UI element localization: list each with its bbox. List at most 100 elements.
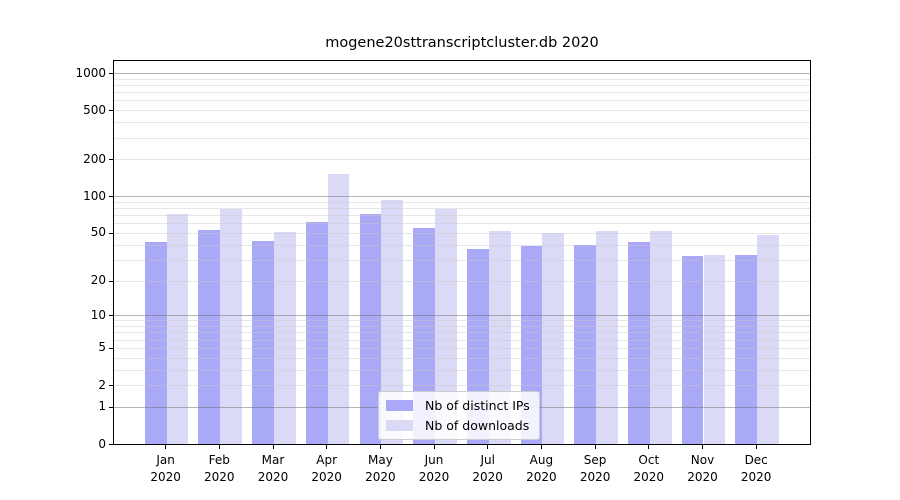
y-tick-label-5: 5 [98,340,106,355]
x-tick-label-aug: Aug 2020 [509,452,573,485]
x-tick-label-line: Feb [208,453,230,467]
gridline-minor-30 [114,259,810,261]
gridline-minor-400 [114,122,810,124]
x-tick-jun [433,445,435,449]
gridline-minor-50 [114,232,810,234]
y-tick-1 [109,406,113,408]
x-tick-label-line: Aug [529,453,554,467]
y-tick-label-0: 0 [98,436,106,451]
x-tick-mar [272,445,274,449]
bar-nb-of-distinct-ips-sep [574,244,597,444]
bar-nb-of-downloads-jul [488,230,511,444]
bar-nb-of-distinct-ips-feb [198,229,221,444]
y-tick-50 [109,232,113,234]
x-tick-dec [755,445,757,449]
x-tick-label-line: Mar [261,453,285,467]
bar-nb-of-downloads-jan [166,213,189,444]
x-tick-sep [594,445,596,449]
x-tick-label-line: 2020 [472,469,503,484]
y-tick-label-1000: 1000 [75,65,106,80]
gridline-minor-60 [114,223,810,225]
bar-nb-of-downloads-oct [649,230,672,444]
x-tick-label-line: 2020 [740,469,772,484]
bar-nb-of-downloads-dec [757,235,779,444]
gridline-minor-300 [114,137,810,139]
x-tick-label-mar: Mar 2020 [241,452,305,485]
y-tick-label-200: 200 [83,151,106,166]
x-tick-label-line: 2020 [633,469,665,484]
x-tick-label-line: Oct [638,453,660,467]
bar-nb-of-distinct-ips-jan [144,242,167,444]
y-tick-label-1: 1 [98,399,106,414]
gridline-minor-500 [114,110,810,112]
y-tick-2 [109,385,113,386]
gridline-major-1000 [114,73,810,74]
gridline-minor-900 [114,78,810,80]
x-tick-jan [165,445,167,449]
gridline-major-10 [114,315,810,317]
y-tick-5 [109,347,113,349]
y-tick-label-100: 100 [83,188,106,203]
x-tick-label-line: Dec [744,453,768,467]
x-tick-label-line: Jul [480,453,495,467]
x-tick-label-line: 2020 [257,469,289,484]
x-tick-label-jul: Jul 2020 [456,452,520,485]
bar-nb-of-downloads-may [381,200,404,444]
gridline-minor-7 [114,332,810,334]
x-tick-label-feb: Feb 2020 [187,452,251,485]
gridline-minor-700 [114,92,810,94]
x-tick-aug [540,445,542,449]
x-tick-label-sep: Sep 2020 [563,452,627,485]
y-tick-200 [109,159,113,161]
x-tick-label-line: Jun [424,453,444,467]
bar-nb-of-downloads-apr [327,173,350,444]
legend-item-distinct-ips: Nb of distinct IPs [386,397,530,414]
x-tick-label-dec: Dec 2020 [724,452,788,485]
x-tick-label-line: Apr [316,453,338,467]
legend-label-distinct-ips: Nb of distinct IPs [425,398,530,413]
bar-nb-of-distinct-ips-jun [413,227,436,444]
gridline-minor-4 [114,357,810,359]
gridline-minor-3 [114,369,810,371]
bar-nb-of-distinct-ips-dec [735,254,758,444]
x-tick-label-line: May [367,453,393,467]
x-tick-label-apr: Apr 2020 [295,452,359,485]
y-tick-0 [109,444,113,445]
x-tick-label-line: 2020 [418,469,450,484]
x-tick-label-line: 2020 [150,469,181,484]
plot-area [113,60,811,445]
x-tick-label-line: Sep [583,453,607,467]
x-tick-label-line: 2020 [526,469,557,484]
y-tick-label-50: 50 [90,225,106,240]
gridline-minor-800 [114,85,810,86]
gridline-minor-80 [114,208,810,209]
gridline-minor-200 [114,159,810,161]
x-tick-feb [218,445,220,449]
x-tick-apr [326,445,328,449]
bar-nb-of-distinct-ips-may [359,213,382,444]
bar-nb-of-distinct-ips-nov [681,256,704,444]
gridline-minor-9 [114,320,810,322]
x-tick-label-line: 2020 [687,469,718,484]
legend: Nb of distinct IPs Nb of downloads [378,391,540,440]
x-tick-jul [487,445,489,449]
x-tick-label-jan: Jan 2020 [134,452,198,485]
bar-nb-of-downloads-jun [435,209,457,444]
legend-item-downloads: Nb of downloads [386,417,530,434]
x-tick-label-nov: Nov 2020 [671,452,735,485]
x-tick-label-oct: Oct 2020 [617,452,681,485]
legend-swatch-downloads [386,420,413,431]
chart-title: mogene20sttranscriptcluster.db 2020 [325,35,599,51]
x-tick-label-line: 2020 [365,469,396,484]
gridline-minor-20 [114,280,810,282]
gridline-major-100 [114,196,810,198]
y-tick-500 [109,110,113,112]
x-tick-label-line: Jan [156,453,175,467]
y-tick-1000 [109,73,113,74]
gridline-minor-8 [114,326,810,327]
y-tick-100 [109,196,113,198]
x-tick-label-line: 2020 [204,469,235,484]
gridline-minor-40 [114,244,810,246]
y-tick-20 [109,280,113,282]
